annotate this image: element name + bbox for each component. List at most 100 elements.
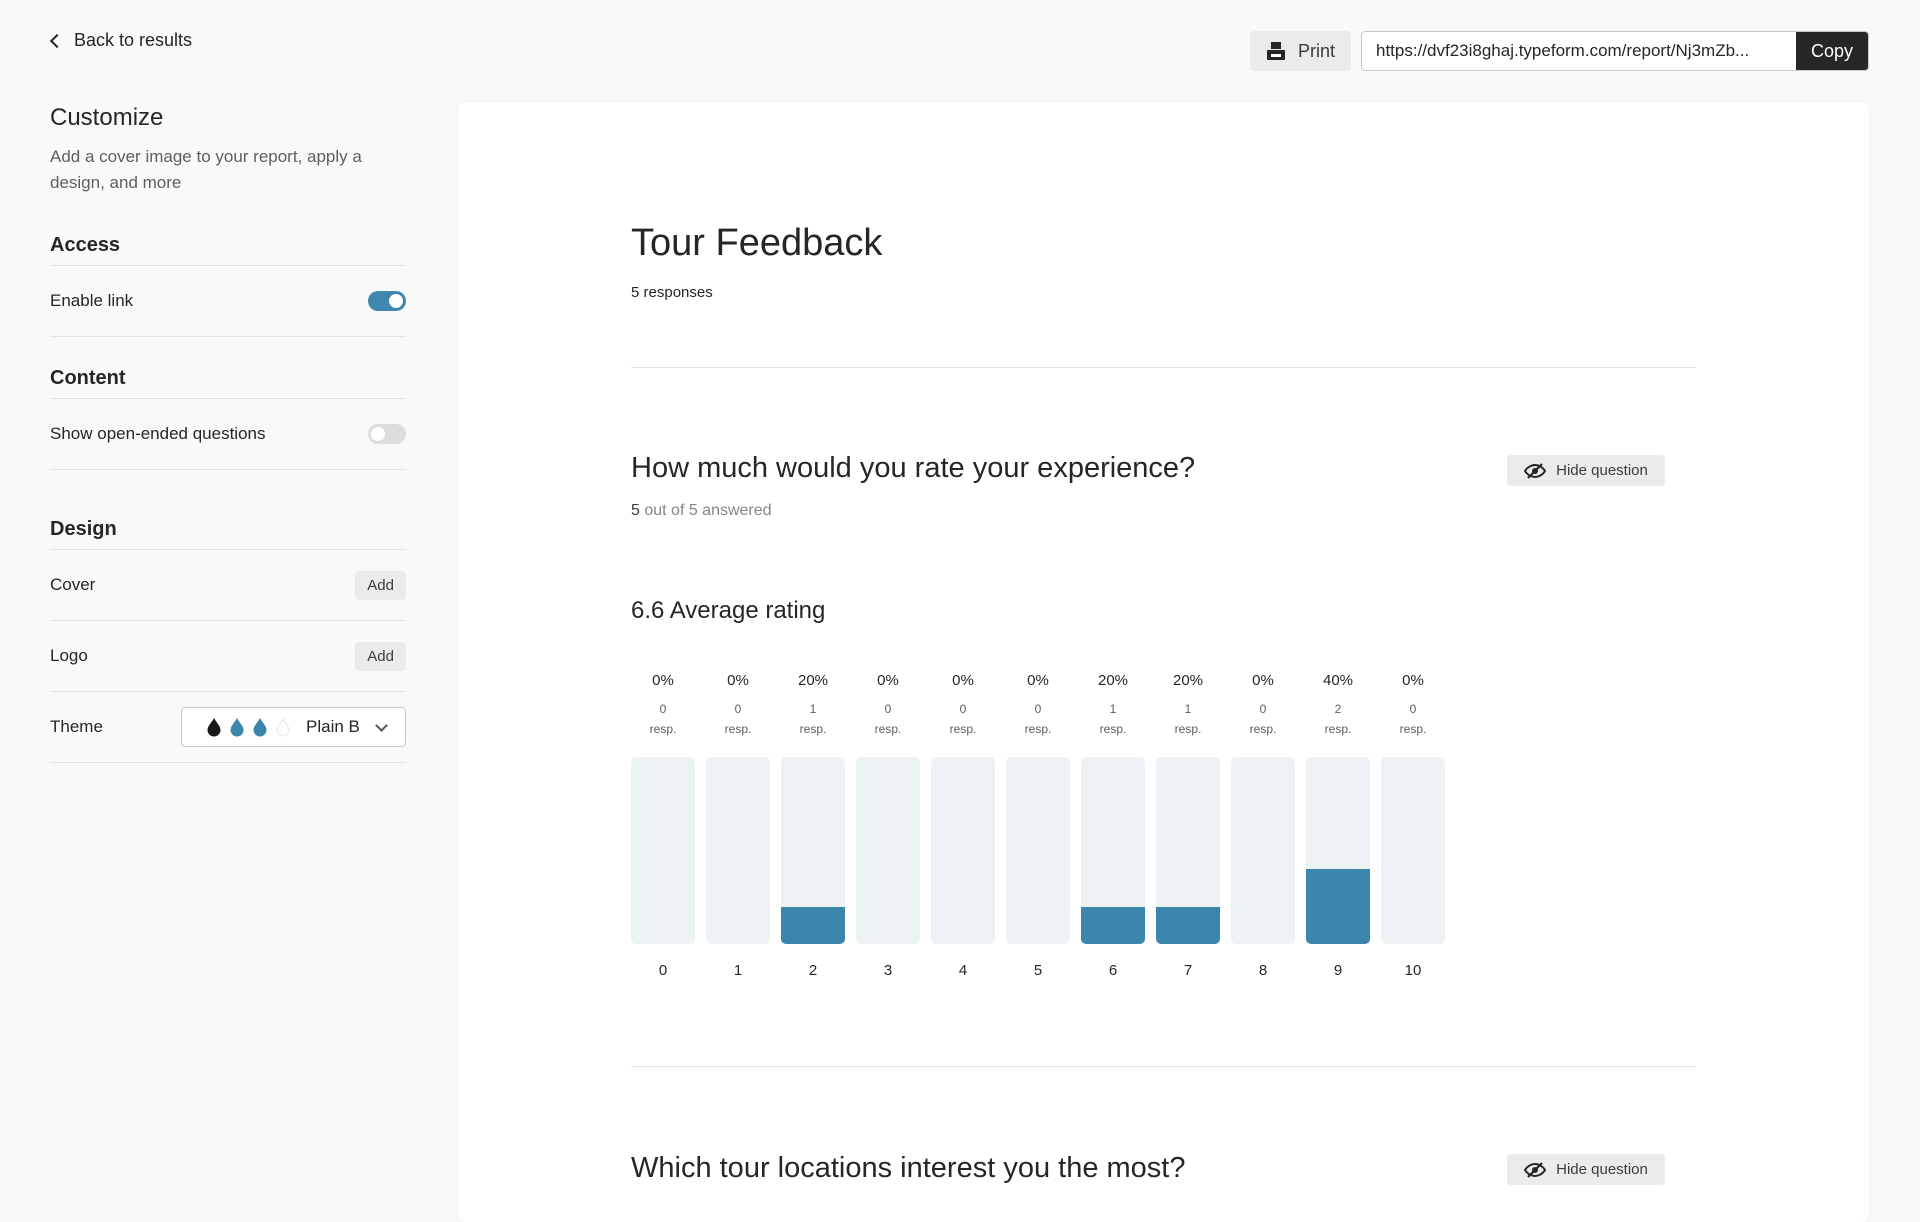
count-label: 0 resp. <box>1231 699 1295 747</box>
theme-row: Theme Plain B <box>50 692 406 763</box>
theme-select[interactable]: Plain B <box>181 707 406 747</box>
count-unit: resp. <box>1399 722 1427 736</box>
open-ended-row: Show open-ended questions <box>50 399 406 470</box>
count-unit: resp. <box>649 722 677 736</box>
percent-label: 0% <box>877 672 899 689</box>
printer-icon <box>1266 42 1285 60</box>
average-rating: 6.6 Average rating <box>631 597 826 624</box>
category-label: 2 <box>808 962 818 979</box>
answered-rest: out of 5 answered <box>644 502 772 519</box>
bar-track <box>1156 757 1220 944</box>
bar-track <box>706 757 770 944</box>
percent-label: 0% <box>727 672 749 689</box>
category-label: 8 <box>1258 962 1268 979</box>
report-title: Tour Feedback <box>631 222 883 264</box>
copy-button[interactable]: Copy <box>1796 32 1868 70</box>
back-to-results-link[interactable]: Back to results <box>48 30 192 51</box>
chevron-down-icon <box>375 718 388 732</box>
bar-column: 0% 0 resp. <box>706 672 770 747</box>
cover-row: Cover Add <box>50 550 406 621</box>
count-unit: resp. <box>724 722 752 736</box>
count-label: 1 resp. <box>781 699 845 747</box>
count-label: 0 resp. <box>1381 699 1445 747</box>
print-button[interactable]: Print <box>1250 31 1351 71</box>
count-unit: resp. <box>799 722 827 736</box>
bar-column: 20% 1 resp. <box>1081 672 1145 747</box>
percent-label: 0% <box>1027 672 1049 689</box>
count-unit: resp. <box>1324 722 1352 736</box>
count-label: 0 resp. <box>856 699 920 747</box>
bar-column: 0% 0 resp. <box>931 672 995 747</box>
hide-question-label: Hide question <box>1556 1161 1648 1178</box>
bar-fill <box>1306 869 1370 944</box>
report-card: Tour Feedback 5 responses How much would… <box>458 102 1869 1222</box>
bar-column: 0% 0 resp. <box>1231 672 1295 747</box>
count-value: 0 <box>959 702 967 716</box>
category-label: 9 <box>1333 962 1343 979</box>
count-unit: resp. <box>1174 722 1202 736</box>
bar-track <box>1081 757 1145 944</box>
hide-question-label: Hide question <box>1556 462 1648 479</box>
count-value: 0 <box>1034 702 1042 716</box>
bar-column: 0% 0 resp. <box>856 672 920 747</box>
bar-track <box>1006 757 1070 944</box>
count-value: 1 <box>809 702 817 716</box>
divider <box>631 1066 1696 1067</box>
bar-track <box>856 757 920 944</box>
count-value: 0 <box>884 702 892 716</box>
percent-label: 20% <box>1172 672 1204 689</box>
bar-column: 0% 0 resp. <box>1381 672 1445 747</box>
count-value: 2 <box>1334 702 1342 716</box>
print-label: Print <box>1297 40 1335 61</box>
enable-link-toggle[interactable] <box>368 291 406 311</box>
eye-off-icon <box>1524 1161 1547 1178</box>
count-label: 0 resp. <box>931 699 995 747</box>
bar-column: 0% 0 resp. <box>631 672 695 747</box>
count-label: 0 resp. <box>1006 699 1070 747</box>
bar-column: 0% 0 resp. <box>1006 672 1070 747</box>
bar-column: 40% 2 resp. <box>1306 672 1370 747</box>
count-label: 0 resp. <box>706 699 770 747</box>
count-unit: resp. <box>949 722 977 736</box>
add-logo-button[interactable]: Add <box>355 641 406 671</box>
color-drop-icon <box>230 717 244 736</box>
count-label: 1 resp. <box>1156 699 1220 747</box>
question-title: Which tour locations interest you the mo… <box>631 1152 1186 1184</box>
count-value: 0 <box>1409 702 1417 716</box>
category-label: 4 <box>958 962 968 979</box>
theme-label: Theme <box>50 717 103 736</box>
percent-label: 20% <box>797 672 829 689</box>
percent-label: 0% <box>652 672 674 689</box>
add-cover-button[interactable]: Add <box>355 570 406 600</box>
bar-track <box>781 757 845 944</box>
category-label: 7 <box>1183 962 1193 979</box>
category-label: 6 <box>1108 962 1118 979</box>
percent-label: 0% <box>1252 672 1274 689</box>
bar-column: 20% 1 resp. <box>781 672 845 747</box>
open-ended-toggle[interactable] <box>368 424 406 444</box>
category-label: 10 <box>1404 962 1422 979</box>
count-value: 0 <box>1259 702 1267 716</box>
category-label: 0 <box>658 962 668 979</box>
count-unit: resp. <box>874 722 902 736</box>
percent-label: 0% <box>952 672 974 689</box>
count-value: 0 <box>659 702 667 716</box>
share-url-input[interactable] <box>1362 32 1796 70</box>
bar-track <box>631 757 695 944</box>
color-drop-icon <box>276 717 290 736</box>
bar-track <box>1381 757 1445 944</box>
hide-question-button[interactable]: Hide question <box>1507 1154 1665 1185</box>
bar-track <box>1306 757 1370 944</box>
bar-column: 20% 1 resp. <box>1156 672 1220 747</box>
cover-label: Cover <box>50 575 96 594</box>
logo-row: Logo Add <box>50 621 406 692</box>
count-label: 0 resp. <box>631 699 695 747</box>
bar-track <box>1231 757 1295 944</box>
percent-label: 0% <box>1402 672 1424 689</box>
count-value: 1 <box>1184 702 1192 716</box>
count-value: 0 <box>734 702 742 716</box>
sidebar-title: Customize <box>50 104 164 131</box>
bar-fill <box>1156 906 1220 944</box>
hide-question-button[interactable]: Hide question <box>1507 455 1665 486</box>
question-title: How much would you rate your experience? <box>631 452 1196 484</box>
